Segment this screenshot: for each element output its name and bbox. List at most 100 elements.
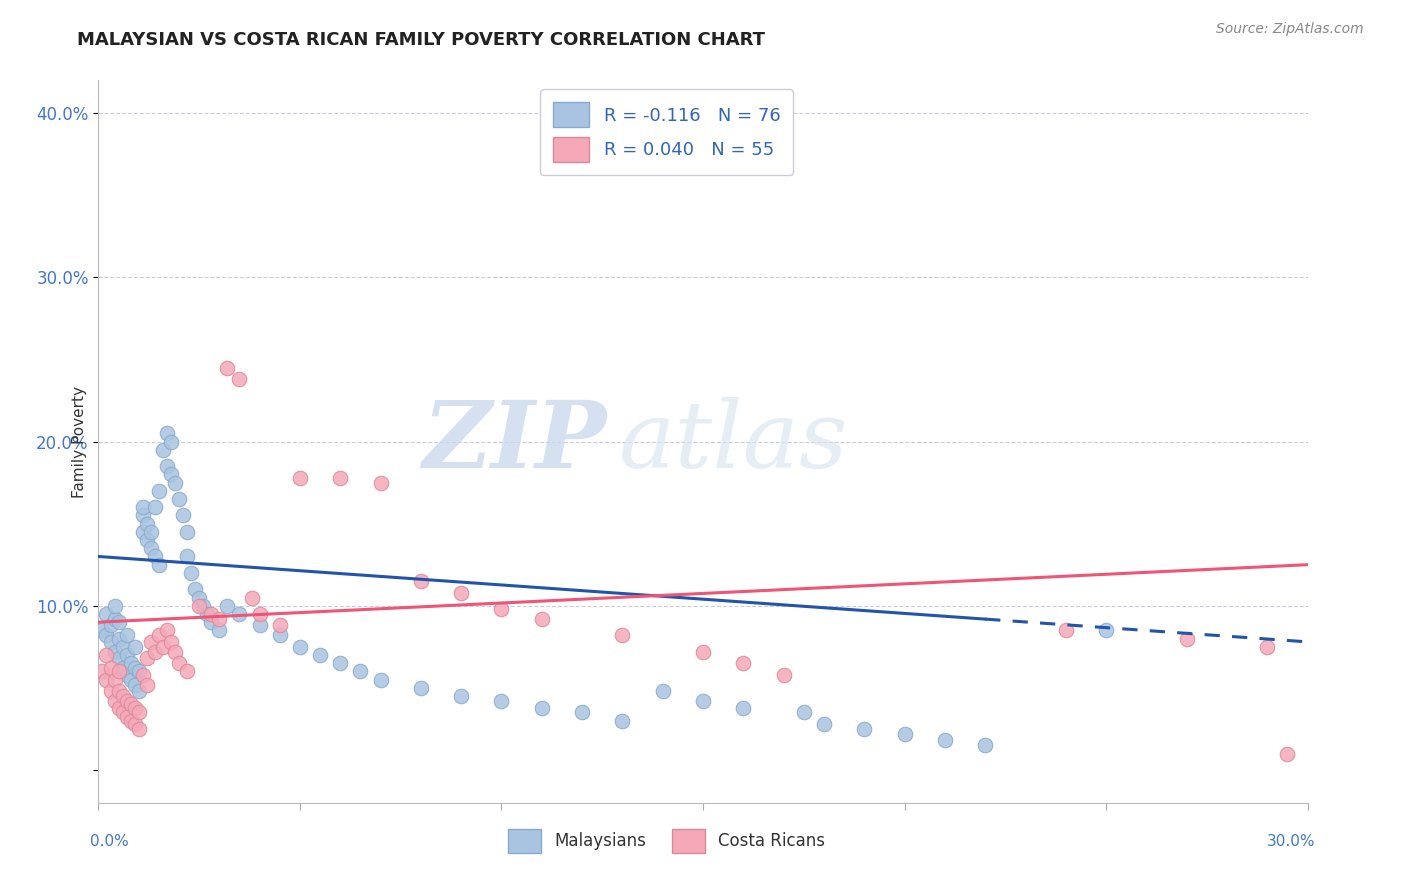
Point [148,558,170,572]
Point [111,661,134,675]
Point [733,700,755,714]
Point [450,689,472,703]
Point [156,624,179,638]
Text: MALAYSIAN VS COSTA RICAN FAMILY POVERTY CORRELATION CHART: MALAYSIAN VS COSTA RICAN FAMILY POVERTY … [77,31,765,49]
Point [167,657,190,671]
Point [120,657,142,671]
Point [176,665,198,679]
Point [128,706,150,720]
Point [124,640,146,654]
Point [240,591,263,605]
Point [409,681,432,695]
Point [115,667,138,681]
Point [124,661,146,675]
Point [135,516,157,531]
Point [124,717,146,731]
Point [120,714,142,728]
Point [167,491,190,506]
Point [612,714,634,728]
Point [103,645,125,659]
Point [612,628,634,642]
Point [132,667,155,681]
Point [733,657,755,671]
Point [1277,747,1299,761]
Point [853,722,876,736]
Point [115,710,138,724]
Point [195,607,218,621]
Point [188,599,211,613]
Point [111,706,134,720]
Point [135,677,157,691]
Y-axis label: Family Poverty: Family Poverty [72,385,87,498]
Point [288,470,311,484]
Point [1095,624,1118,638]
Point [96,607,118,621]
Point [409,574,432,588]
Point [193,599,215,613]
Point [491,602,513,616]
Point [107,632,129,646]
Point [132,524,155,539]
Point [128,722,150,736]
Point [1054,624,1077,638]
Point [91,624,114,638]
Point [249,618,271,632]
Point [370,673,392,687]
Point [160,635,183,649]
Point [139,541,162,556]
Point [1256,640,1278,654]
Point [172,508,194,523]
Point [103,599,125,613]
Point [100,661,122,675]
Point [217,360,239,375]
Point [100,618,122,632]
Point [128,684,150,698]
Point [107,700,129,714]
Point [132,500,155,515]
Point [96,648,118,662]
Point [103,612,125,626]
Point [450,585,472,599]
Point [772,667,794,681]
Point [96,673,118,687]
Point [208,612,231,626]
Legend: Malaysians, Costa Ricans: Malaysians, Costa Ricans [502,822,832,860]
Point [135,651,157,665]
Point [91,665,114,679]
Point [188,591,211,605]
Point [309,648,332,662]
Point [96,628,118,642]
Point [100,635,122,649]
Point [132,508,155,523]
Point [100,684,122,698]
Point [115,694,138,708]
Point [180,566,202,580]
Point [115,648,138,662]
Text: atlas: atlas [619,397,848,486]
Point [139,524,162,539]
Point [115,628,138,642]
Point [249,607,271,621]
Point [156,426,179,441]
Point [120,673,142,687]
Point [184,582,207,597]
Point [111,640,134,654]
Point [128,665,150,679]
Point [200,607,222,621]
Point [143,645,166,659]
Point [349,665,371,679]
Point [530,700,553,714]
Point [288,640,311,654]
Point [329,657,352,671]
Point [228,372,250,386]
Point [124,700,146,714]
Text: 30.0%: 30.0% [1267,834,1315,849]
Text: ZIP: ZIP [422,397,606,486]
Point [793,706,815,720]
Point [107,684,129,698]
Point [269,628,291,642]
Point [139,635,162,649]
Point [107,615,129,630]
Point [893,727,915,741]
Point [111,689,134,703]
